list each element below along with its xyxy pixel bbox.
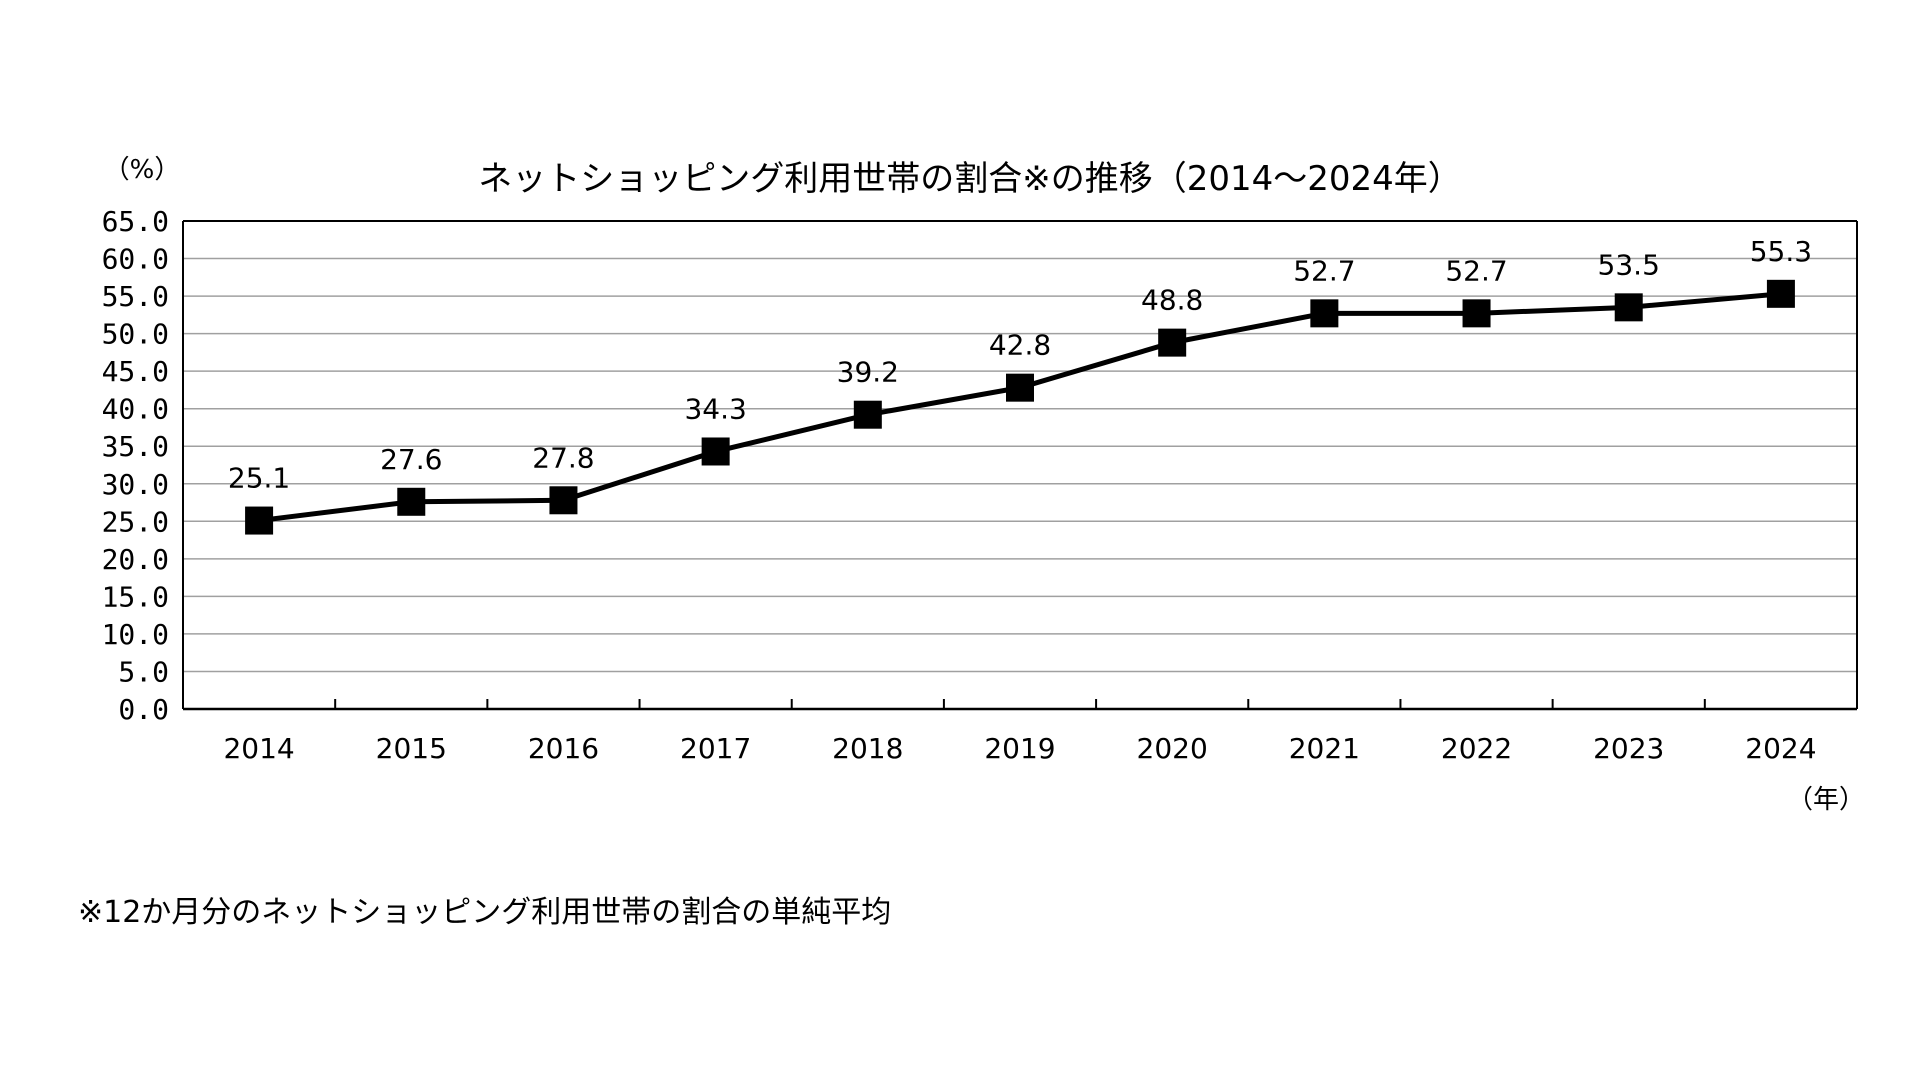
marker-2024 [1766,279,1795,308]
data-label-2018: 39.2 [837,356,899,389]
y-tick-label-65.0: 65.0 [102,205,169,238]
x-tick-label-2017: 2017 [680,732,751,765]
footnote: ※12か月分のネットショッピング利用世帯の割合の単純平均 [78,895,891,930]
data-label-2019: 42.8 [989,329,1051,362]
data-label-2015: 27.6 [380,443,442,476]
marker-2023 [1614,293,1643,322]
y-tick-label-45.0: 45.0 [102,355,169,388]
data-label-2021: 52.7 [1293,254,1355,287]
marker-2014 [245,506,274,535]
y-axis-unit-label: （%） [104,155,181,185]
x-axis-unit-label: （年） [1787,785,1865,815]
data-label-2020: 48.8 [1141,284,1203,317]
x-tick-label-2024: 2024 [1745,732,1816,765]
data-labels: 25.1 27.6 27.8 34.3 39.2 42.8 48.8 52.7 52.7 53.5… [228,235,1812,495]
marker-2021 [1310,299,1339,328]
marker-2017 [701,437,730,466]
series-markers [245,279,1795,535]
axes [182,220,1858,711]
y-tick-label-50.0: 50.0 [102,318,169,351]
marker-2019 [1006,373,1034,402]
x-tick-label-2022: 2022 [1441,732,1512,765]
x-tick-label-2021: 2021 [1289,732,1360,765]
y-tick-label-10.0: 10.0 [102,618,169,651]
x-tick-labels: 2014 2015 2016 2017 2018 2019 2020 2021 2022 2023… [223,732,1816,765]
data-label-2017: 34.3 [684,392,746,425]
data-label-2024: 55.3 [1750,235,1812,268]
marker-2018 [853,400,882,429]
y-tick-label-55.0: 55.0 [102,280,169,313]
x-tick-label-2019: 2019 [984,732,1055,765]
marker-2020 [1158,328,1187,357]
y-tick-label-20.0: 20.0 [102,543,169,576]
y-tick-label-40.0: 40.0 [102,393,169,426]
x-tick-label-2023: 2023 [1593,732,1664,765]
y-tick-label-30.0: 30.0 [102,468,169,501]
y-tick-label-5.0: 5.0 [118,655,169,688]
y-tick-label-35.0: 35.0 [102,430,169,463]
y-tick-labels: 0.0 5.0 10.0 15.0 20.0 25.0 30.0 35.0 40.0 45.0 50… [102,205,169,726]
data-label-2023: 53.5 [1598,248,1660,281]
x-tick-label-2016: 2016 [528,732,599,765]
x-tick-label-2018: 2018 [832,732,903,765]
data-label-2014: 25.1 [228,462,290,495]
marker-2022 [1462,299,1491,328]
y-tick-label-0.0: 0.0 [118,693,169,726]
y-tick-label-25.0: 25.0 [102,505,169,538]
marker-2015 [397,487,426,516]
x-tick-label-2020: 2020 [1137,732,1208,765]
x-tick-label-2015: 2015 [376,732,447,765]
y-tick-label-60.0: 60.0 [102,243,169,276]
data-label-2022: 52.7 [1445,254,1507,287]
marker-2016 [549,486,578,515]
y-tick-label-15.0: 15.0 [102,580,169,613]
x-tick-label-2014: 2014 [223,732,294,765]
data-label-2016: 27.8 [532,441,594,474]
chart-title: ネットショッピング利用世帯の割合※の推移（2014～2024年） [478,159,1462,199]
